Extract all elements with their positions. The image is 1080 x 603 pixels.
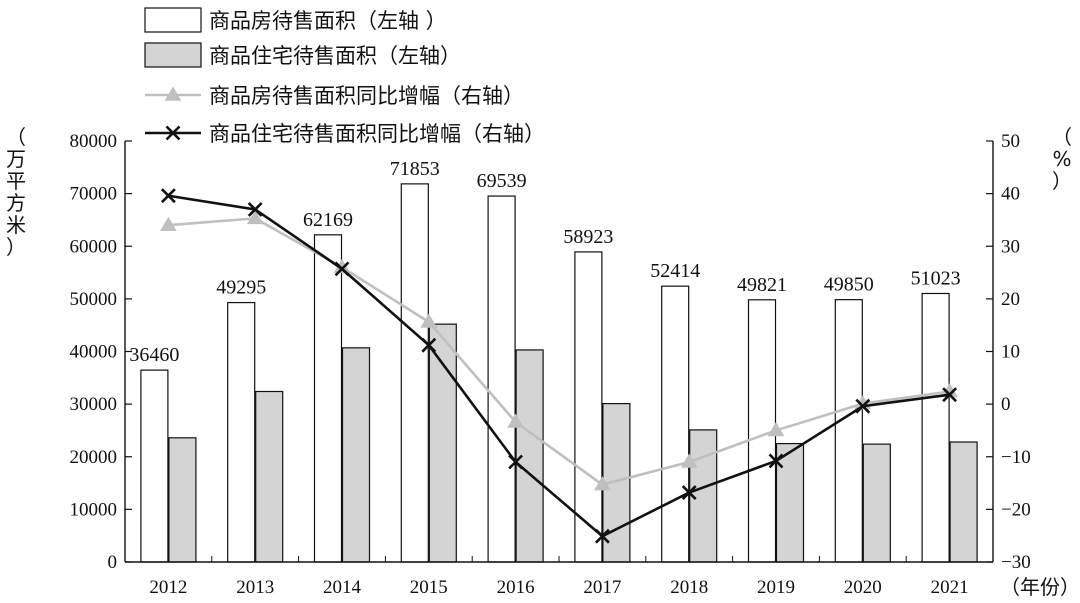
x-axis-label: （年份） — [1000, 575, 1080, 599]
legend-label: 商品房待售面积（左轴 ） — [209, 9, 447, 33]
legend-entry-4: 商品住宅待售面积同比增幅（右轴） — [145, 122, 545, 146]
point-residential-growth-2016 — [508, 454, 524, 470]
line-commercial-growth — [168, 217, 950, 486]
y-axis-label-left: （万平方米） — [6, 125, 26, 259]
bar-residential-2015 — [428, 323, 457, 563]
point-residential-growth-2019 — [768, 453, 784, 469]
y-tick-label-right: 30 — [1001, 236, 1020, 257]
bar-value-label-2021: 51023 — [911, 267, 961, 289]
y-tick-label-left: 20000 — [70, 447, 118, 468]
legend-label: 商品住宅待售面积（左轴） — [209, 44, 461, 68]
bar-value-label-2012: 36460 — [129, 344, 179, 366]
point-residential-growth-2012 — [160, 188, 176, 204]
legend-swatch — [144, 7, 202, 33]
bar-value-label-2020: 49850 — [824, 274, 874, 296]
point-residential-growth-2017 — [594, 528, 610, 544]
bar-value-label-2019: 49821 — [737, 274, 787, 296]
bar-commercial-2014 — [313, 234, 343, 563]
x-tick-label-2013: 2013 — [236, 577, 274, 598]
x-tick-label-2017: 2017 — [583, 577, 621, 598]
y-tick-label-right: −20 — [1001, 499, 1031, 520]
point-residential-growth-2014 — [334, 261, 350, 277]
bar-commercial-2018 — [661, 285, 690, 563]
bar-commercial-2021 — [921, 292, 950, 563]
legend-swatch — [144, 42, 202, 68]
y-tick-label-right: 20 — [1001, 289, 1020, 310]
point-commercial-growth-2018 — [680, 453, 698, 468]
y-tick-label-left: 50000 — [70, 289, 118, 310]
x-tick-label-2014: 2014 — [323, 577, 362, 598]
bar-commercial-2017 — [574, 251, 603, 563]
y-tick-label-left: 30000 — [70, 394, 118, 415]
x-tick-label-2018: 2018 — [670, 577, 708, 598]
bar-value-label-2013: 49295 — [216, 277, 266, 299]
legend-entry-2: 商品住宅待售面积（左轴） — [144, 42, 461, 68]
y-tick-label-left: 70000 — [70, 184, 118, 205]
point-residential-growth-2021 — [942, 387, 958, 403]
point-commercial-growth-2012 — [160, 216, 177, 231]
point-commercial-growth-2013 — [246, 209, 264, 225]
y-tick-label-right: 40 — [1001, 184, 1020, 205]
y-tick-label-right: 50 — [1001, 131, 1020, 152]
point-commercial-growth-2017 — [594, 476, 611, 491]
labels-layer: 36460 49295 62169 71853 69539 58923 52414 49821… — [129, 158, 960, 366]
point-commercial-growth-2019 — [767, 421, 785, 437]
axes-layer: 0 10000 20000 30000 40000 50000 60000 70000 8000… — [6, 125, 1080, 599]
bar-value-label-2014: 62169 — [303, 209, 353, 231]
bar-value-label-2016: 69539 — [477, 170, 527, 192]
y-tick-label-right: −10 — [1001, 447, 1031, 468]
x-tick-label-2021: 2021 — [931, 577, 969, 598]
y-tick-label-right: 10 — [1001, 342, 1020, 363]
bar-residential-2012 — [168, 437, 197, 563]
lines-layer — [160, 188, 958, 544]
x-tick-label-2020: 2020 — [844, 577, 882, 598]
y-axis-label-right: （%） — [1052, 125, 1072, 193]
x-tick-label-2019: 2019 — [757, 577, 795, 598]
bar-commercial-2012 — [140, 369, 169, 563]
legend-entry-1: 商品房待售面积（左轴 ） — [144, 7, 447, 33]
y-tick-label-left: 40000 — [70, 342, 118, 363]
bar-value-label-2015: 71853 — [390, 158, 440, 180]
legend-label: 商品房待售面积同比增幅（右轴） — [209, 84, 524, 108]
bar-residential-2020 — [862, 443, 891, 563]
y-tick-label-left: 60000 — [70, 236, 118, 257]
y-tick-label-left: 0 — [108, 552, 118, 573]
point-residential-growth-2015 — [421, 337, 437, 353]
y-tick-label-right: 0 — [1001, 394, 1011, 415]
bar-value-label-2018: 52414 — [650, 260, 700, 282]
bar-commercial-2013 — [227, 301, 256, 563]
point-residential-growth-2020 — [855, 398, 871, 414]
point-residential-growth-2018 — [681, 485, 697, 500]
bar-residential-2014 — [341, 347, 371, 563]
legend-entry-3: 商品房待售面积同比增幅（右轴） — [145, 84, 524, 108]
bar-commercial-2016 — [487, 195, 516, 563]
bar-value-label-2017: 58923 — [563, 226, 613, 248]
point-commercial-growth-2015 — [420, 313, 438, 328]
point-residential-growth-2013 — [247, 201, 263, 217]
bar-commercial-2020 — [834, 299, 863, 563]
legend-marker — [164, 86, 182, 101]
bar-residential-2013 — [255, 390, 284, 563]
y-tick-label-right: −30 — [1001, 552, 1031, 573]
x-tick-label-2016: 2016 — [497, 577, 535, 598]
bar-residential-2021 — [949, 441, 978, 563]
x-tick-label-2012: 2012 — [149, 577, 187, 598]
y-tick-label-left: 80000 — [70, 131, 118, 152]
legend-label: 商品住宅待售面积同比增幅（右轴） — [209, 122, 545, 146]
bar-residential-2019 — [775, 442, 805, 563]
legend: 商品房待售面积（左轴 ） 商品住宅待售面积（左轴） 商品房待售面积同比增幅（右轴） 商… — [144, 7, 545, 146]
bars-layer — [140, 183, 978, 563]
bar-commercial-2015 — [400, 183, 429, 563]
legend-marker — [165, 125, 181, 141]
point-commercial-growth-2016 — [507, 413, 524, 428]
y-tick-label-left: 10000 — [70, 499, 118, 520]
line-residential-growth — [168, 194, 950, 538]
x-tick-label-2015: 2015 — [410, 577, 448, 598]
